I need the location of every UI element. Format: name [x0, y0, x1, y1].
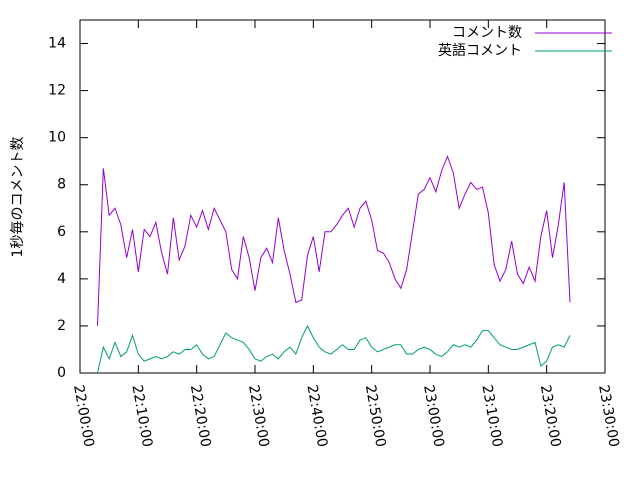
x-tick-label: 22:00:00 [70, 384, 97, 449]
y-tick-label: 6 [57, 224, 66, 240]
y-tick-label: 0 [57, 365, 66, 381]
legend-label: コメント数 [452, 25, 522, 41]
x-tick-label: 23:00:00 [420, 384, 447, 449]
y-tick-label: 8 [57, 177, 66, 193]
data-line [97, 324, 571, 374]
x-tick-label: 23:10:00 [478, 384, 505, 449]
y-tick-label: 14 [48, 36, 66, 52]
y-tick-label: 12 [48, 83, 66, 99]
data-line [97, 155, 571, 326]
x-tick-label: 22:40:00 [303, 384, 330, 449]
plot-frame [79, 19, 606, 374]
x-tick-label: 22:30:00 [245, 384, 272, 449]
legend-label: 英語コメント [438, 42, 522, 59]
y-tick-label: 4 [57, 271, 66, 287]
x-tick-label: 23:20:00 [537, 384, 564, 449]
y-tick-label: 10 [48, 130, 66, 146]
y-axis-label: 1秒毎のコメント数 [10, 137, 26, 258]
x-tick-label: 22:20:00 [187, 384, 214, 449]
x-tick-label: 23:30:00 [595, 384, 622, 449]
x-tick-label: 22:10:00 [128, 384, 155, 449]
y-tick-label: 2 [57, 318, 66, 334]
x-tick-label: 22:50:00 [362, 384, 389, 449]
